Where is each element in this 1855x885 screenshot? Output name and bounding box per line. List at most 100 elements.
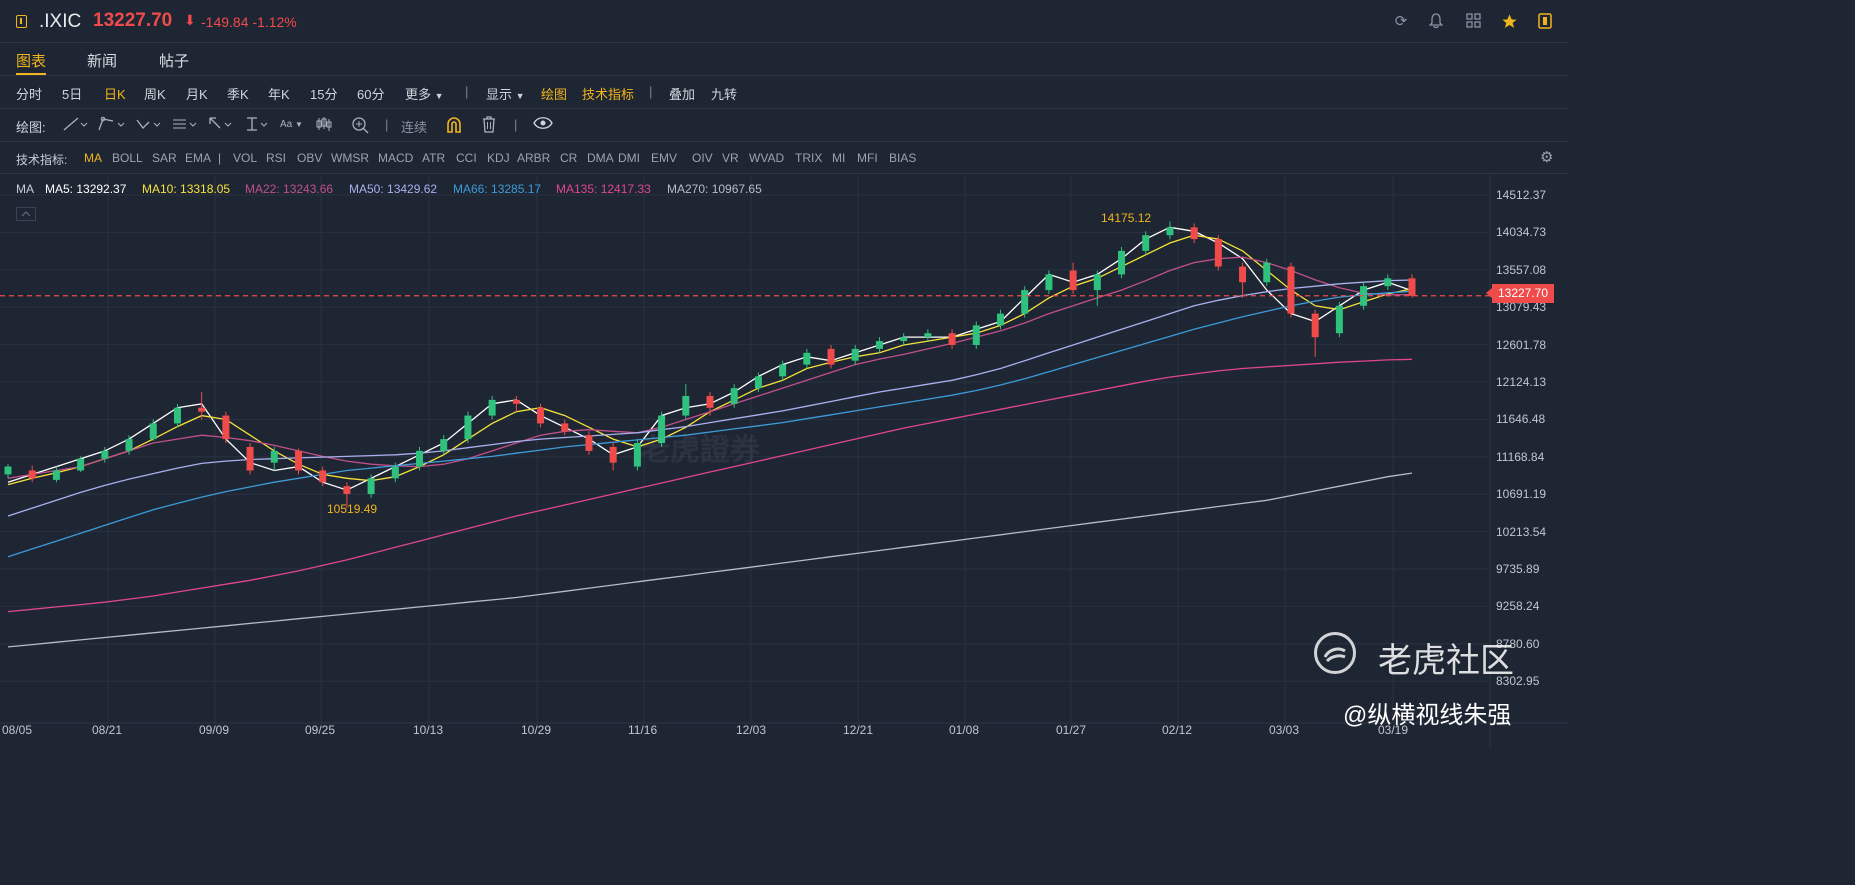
watermark-center: 老虎證券 [640, 434, 760, 467]
bell-icon[interactable] [1427, 13, 1445, 31]
trash-icon[interactable] [482, 116, 496, 136]
zoom-icon[interactable] [351, 116, 369, 137]
y-tick-label: 14512.37 [1496, 188, 1547, 202]
candle [52, 470, 60, 480]
candle [222, 415, 230, 440]
indicator-obv[interactable]: OBV [297, 151, 323, 165]
period-daily[interactable]: 日K [104, 87, 126, 102]
candle [1287, 266, 1295, 314]
tab-news[interactable]: 新闻 [87, 53, 118, 70]
eye-icon[interactable] [533, 116, 553, 133]
indicator-rsi[interactable]: RSI [266, 151, 287, 165]
period-weekly[interactable]: 周K [144, 87, 166, 102]
period-quarterly[interactable]: 季K [227, 87, 249, 102]
candlestick-chart[interactable] [0, 175, 1568, 748]
y-tick-label: 9735.89 [1496, 562, 1540, 576]
candle [900, 337, 908, 342]
channel-tool-icon[interactable] [135, 116, 163, 135]
indicator-wvad[interactable]: WVAD [749, 151, 785, 165]
candle [682, 395, 690, 416]
line-tool-icon[interactable] [62, 116, 88, 135]
period-intraday[interactable]: 分时 [16, 87, 43, 102]
market-flag-icon [16, 15, 27, 28]
candle [488, 399, 496, 416]
tab-chart[interactable]: 图表 [16, 53, 47, 70]
continuous-draw-toggle[interactable]: 连续 [401, 120, 428, 135]
y-tick-label: 12601.78 [1496, 337, 1547, 352]
x-tick-label: 03/19 [1378, 723, 1409, 737]
indicator-cr[interactable]: CR [560, 151, 578, 165]
candle [198, 407, 206, 412]
candle [996, 313, 1004, 326]
tab-posts[interactable]: 帖子 [159, 53, 190, 70]
candle [149, 423, 157, 440]
indicator-arbr[interactable]: ARBR [517, 151, 551, 165]
chart-area[interactable] [0, 175, 1568, 748]
x-tick-label: 01/08 [949, 723, 980, 737]
indicator-vr[interactable]: VR [722, 151, 739, 165]
period-5day[interactable]: 5日 [62, 87, 83, 102]
panel-icon[interactable] [1536, 13, 1554, 31]
divider: | [514, 117, 518, 132]
indicator-dma[interactable]: DMA [587, 151, 614, 165]
indicator-mfi[interactable]: MFI [857, 151, 878, 165]
indicator-cci[interactable]: CCI [456, 151, 477, 165]
x-tick-label: 09/09 [199, 723, 230, 737]
period-more-button[interactable]: 更多 ▼ [405, 87, 444, 102]
y-tick-label: 14034.73 [1496, 225, 1547, 240]
indicator-trix[interactable]: TRIX [795, 151, 823, 165]
star-icon[interactable] [1500, 13, 1518, 31]
overlay-button[interactable]: 叠加 [669, 87, 696, 102]
indicator-macd[interactable]: MACD [378, 151, 414, 165]
grid-icon[interactable] [1464, 13, 1482, 31]
text-tool-icon[interactable]: Aa ▼ [280, 119, 303, 130]
candle [658, 415, 666, 444]
refresh-icon[interactable]: ⟳ [1394, 13, 1408, 30]
candle [1093, 274, 1101, 291]
candle [294, 450, 302, 471]
indicator-sar[interactable]: SAR [152, 151, 177, 165]
fib-tool-icon[interactable] [172, 116, 200, 135]
indicator-wmsr[interactable]: WMSR [331, 151, 369, 165]
indicators-toggle[interactable]: 技术指标 [582, 87, 635, 102]
indicator-emv[interactable]: EMV [651, 151, 678, 165]
divider: | [385, 117, 389, 132]
period-monthly[interactable]: 月K [186, 87, 208, 102]
indicator-dmi[interactable]: DMI [618, 151, 640, 165]
indicator-vol[interactable]: VOL [233, 151, 258, 165]
display-menu-button[interactable]: 显示 ▼ [486, 87, 525, 102]
indicator-oiv[interactable]: OIV [692, 151, 713, 165]
candle-tool-icon[interactable] [316, 116, 332, 135]
candle [972, 325, 980, 345]
magnet-icon[interactable] [446, 116, 462, 137]
draw-toggle[interactable]: 绘图 [541, 87, 568, 102]
candle [367, 478, 375, 495]
candle [730, 388, 738, 404]
period-60min[interactable]: 60分 [357, 87, 385, 102]
nine-turn-button[interactable]: 九转 [711, 87, 738, 102]
period-yearly[interactable]: 年K [268, 87, 290, 102]
y-tick-label: 8780.60 [1496, 636, 1540, 651]
drawing-toolbar: 绘图: Aa ▼ | 连续 | [0, 109, 1568, 142]
collapse-button[interactable] [16, 207, 36, 221]
measure-tool-icon[interactable] [245, 116, 273, 135]
indicator-ema[interactable]: EMA [185, 151, 212, 165]
indicator-kdj[interactable]: KDJ [487, 151, 510, 165]
candle [173, 407, 181, 424]
candle [948, 333, 956, 345]
indicator-mi[interactable]: MI [832, 151, 846, 165]
ma-legend-item: MA22: 13243.66 [245, 182, 334, 196]
indicator-boll[interactable]: BOLL [112, 151, 143, 165]
watermark-brand: 老虎社区 [1378, 642, 1514, 680]
arrow-tool-icon[interactable] [208, 116, 236, 135]
polyline-tool-icon[interactable] [97, 116, 127, 135]
indicator-atr[interactable]: ATR [422, 151, 446, 165]
tiger-logo-icon [1314, 632, 1356, 674]
ma-legend-item: MA10: 13318.05 [142, 182, 231, 196]
indicator-ma[interactable]: MA [84, 151, 102, 165]
price-change: -149.84 -1.12% [201, 14, 297, 30]
indicator-bias[interactable]: BIAS [889, 151, 917, 165]
period-15min[interactable]: 15分 [310, 87, 338, 102]
candle [1335, 305, 1343, 334]
gear-icon[interactable]: ⚙ [1540, 149, 1554, 166]
